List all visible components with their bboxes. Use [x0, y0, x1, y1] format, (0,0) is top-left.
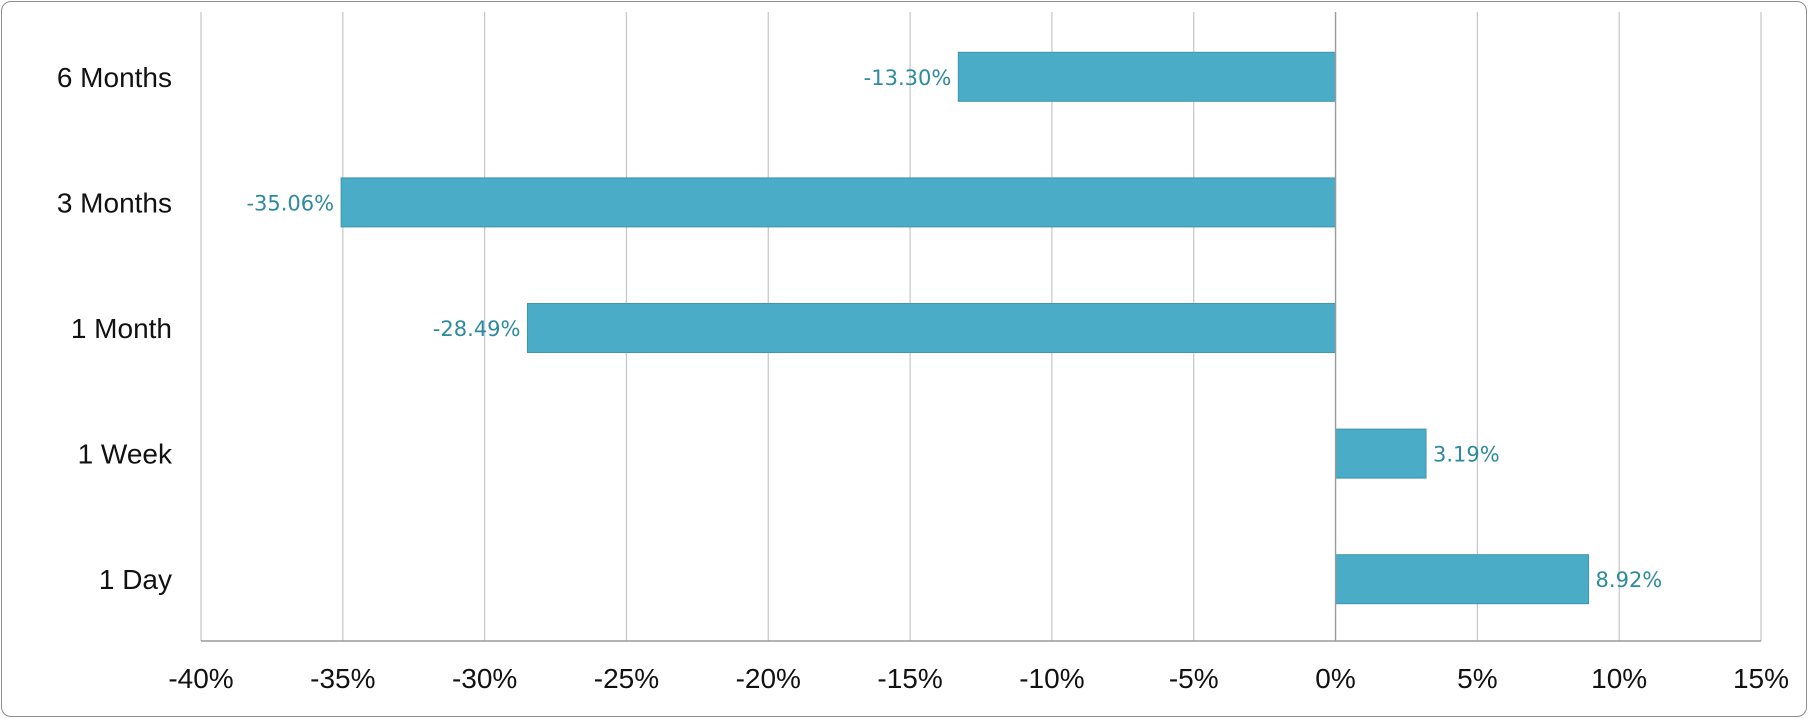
x-tick-label-1: -35% [310, 663, 375, 694]
x-tick-label-3: -25% [594, 663, 659, 694]
x-tick-label-8: 0% [1315, 663, 1355, 694]
bar-0 [957, 51, 1337, 102]
x-tick-label-2: -30% [452, 663, 517, 694]
x-tick-label-11: 15% [1733, 663, 1789, 694]
category-label-4: 1 Day [99, 564, 172, 595]
x-tick-label-6: -10% [1019, 663, 1084, 694]
x-tick-label-7: -5% [1169, 663, 1219, 694]
x-tick-label-0: -40% [168, 663, 233, 694]
x-tick-label-5: -15% [877, 663, 942, 694]
bar-4 [1335, 554, 1590, 605]
x-tick-label-4: -20% [736, 663, 801, 694]
data-label-2: -28.49% [433, 317, 521, 341]
axes [201, 12, 1761, 642]
bar-3 [1335, 428, 1427, 479]
bar-2 [526, 303, 1337, 353]
data-label-0: -13.30% [864, 66, 952, 90]
data-label-4: 8.92% [1596, 568, 1663, 592]
bar-1 [340, 177, 1337, 228]
category-label-1: 3 Months [57, 187, 172, 218]
category-label-2: 1 Month [71, 313, 172, 344]
data-label-3: 3.19% [1433, 443, 1500, 467]
category-label-3: 1 Week [78, 439, 173, 470]
data-label-1: -35.06% [246, 191, 334, 215]
x-tick-label-9: 5% [1457, 663, 1497, 694]
bars [340, 51, 1590, 605]
labels: -13.30% 6 Months -35.06% 3 Months -28.49% 1 M… [57, 62, 1789, 694]
x-tick-label-10: 10% [1591, 663, 1647, 694]
category-label-0: 6 Months [57, 62, 172, 93]
